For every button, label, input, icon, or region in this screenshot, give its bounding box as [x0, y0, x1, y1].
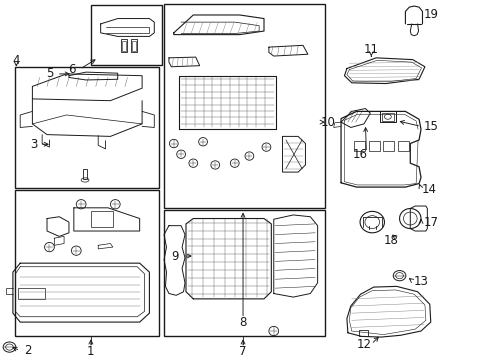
Bar [368, 141, 379, 151]
Text: 3: 3 [30, 138, 37, 151]
Bar [397, 141, 408, 151]
Text: 5: 5 [46, 67, 53, 80]
Text: 2: 2 [24, 344, 31, 357]
Bar [18, 288, 44, 299]
Text: 13: 13 [413, 275, 427, 288]
Bar [121, 39, 127, 53]
Text: 4: 4 [13, 54, 20, 67]
Bar [91, 5, 161, 65]
Bar [383, 141, 393, 151]
Bar [82, 168, 87, 179]
Bar [381, 113, 393, 121]
Bar [163, 210, 325, 336]
Text: 16: 16 [352, 148, 367, 162]
Text: 6: 6 [67, 63, 75, 76]
Text: 10: 10 [320, 116, 335, 129]
Bar [358, 330, 367, 336]
Text: 14: 14 [421, 184, 435, 197]
Text: 9: 9 [171, 249, 178, 262]
Text: 18: 18 [383, 234, 397, 247]
Text: 17: 17 [423, 216, 437, 229]
Text: 11: 11 [363, 44, 378, 57]
Bar [122, 41, 126, 51]
Bar [15, 67, 159, 188]
Text: 8: 8 [239, 316, 246, 329]
Bar [379, 111, 395, 122]
Text: 1: 1 [87, 345, 95, 358]
Bar [353, 141, 364, 151]
Bar [132, 41, 136, 51]
Text: 12: 12 [356, 338, 371, 351]
Bar [91, 211, 113, 228]
Bar [131, 39, 137, 53]
Text: 7: 7 [239, 345, 246, 358]
Bar [163, 4, 325, 208]
Bar [15, 190, 159, 336]
Text: 19: 19 [423, 9, 437, 22]
Text: 15: 15 [423, 120, 437, 133]
